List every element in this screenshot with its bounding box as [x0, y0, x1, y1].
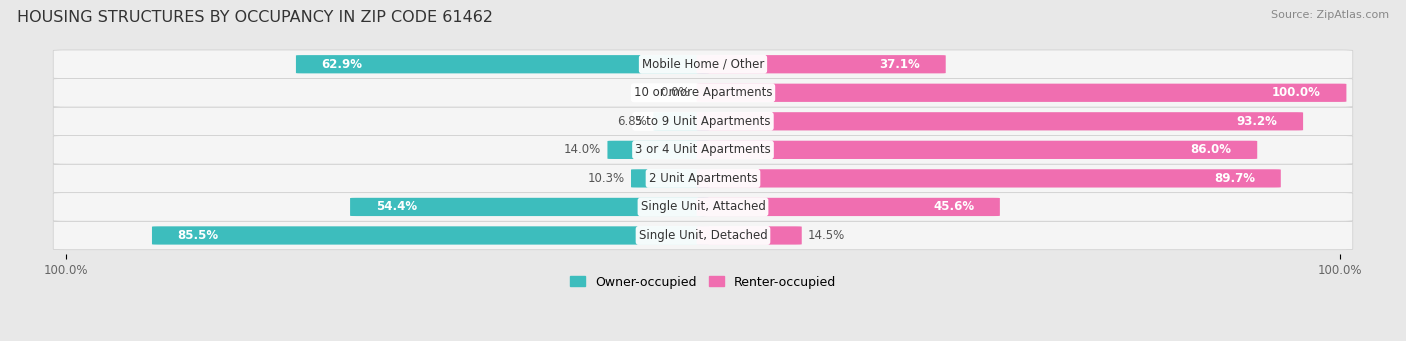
FancyBboxPatch shape	[654, 112, 710, 131]
FancyBboxPatch shape	[295, 55, 710, 73]
Text: 45.6%: 45.6%	[934, 201, 974, 213]
FancyBboxPatch shape	[350, 198, 710, 216]
Text: Single Unit, Attached: Single Unit, Attached	[641, 201, 765, 213]
Text: HOUSING STRUCTURES BY OCCUPANCY IN ZIP CODE 61462: HOUSING STRUCTURES BY OCCUPANCY IN ZIP C…	[17, 10, 494, 25]
Text: 85.5%: 85.5%	[177, 229, 218, 242]
Text: 2 Unit Apartments: 2 Unit Apartments	[648, 172, 758, 185]
FancyBboxPatch shape	[53, 221, 1353, 250]
Text: Source: ZipAtlas.com: Source: ZipAtlas.com	[1271, 10, 1389, 20]
Text: 14.0%: 14.0%	[564, 143, 602, 157]
FancyBboxPatch shape	[696, 84, 1347, 102]
Text: 93.2%: 93.2%	[1237, 115, 1278, 128]
FancyBboxPatch shape	[607, 141, 710, 159]
Text: 10 or more Apartments: 10 or more Apartments	[634, 86, 772, 99]
FancyBboxPatch shape	[631, 169, 710, 188]
FancyBboxPatch shape	[53, 107, 1353, 136]
Text: 86.0%: 86.0%	[1191, 143, 1232, 157]
Text: 3 or 4 Unit Apartments: 3 or 4 Unit Apartments	[636, 143, 770, 157]
FancyBboxPatch shape	[53, 50, 1353, 78]
FancyBboxPatch shape	[696, 169, 1281, 188]
Text: 89.7%: 89.7%	[1215, 172, 1256, 185]
FancyBboxPatch shape	[53, 193, 1353, 221]
Text: Mobile Home / Other: Mobile Home / Other	[641, 58, 765, 71]
Text: 0.0%: 0.0%	[661, 86, 690, 99]
Text: 37.1%: 37.1%	[880, 58, 921, 71]
FancyBboxPatch shape	[152, 226, 710, 244]
Text: 62.9%: 62.9%	[322, 58, 363, 71]
Legend: Owner-occupied, Renter-occupied: Owner-occupied, Renter-occupied	[565, 271, 841, 294]
Text: 6.8%: 6.8%	[617, 115, 647, 128]
Text: 100.0%: 100.0%	[1272, 86, 1320, 99]
FancyBboxPatch shape	[696, 112, 1303, 131]
FancyBboxPatch shape	[696, 226, 801, 244]
FancyBboxPatch shape	[696, 55, 946, 73]
FancyBboxPatch shape	[53, 164, 1353, 193]
Text: 5 to 9 Unit Apartments: 5 to 9 Unit Apartments	[636, 115, 770, 128]
FancyBboxPatch shape	[53, 136, 1353, 164]
FancyBboxPatch shape	[53, 78, 1353, 107]
Text: 14.5%: 14.5%	[808, 229, 845, 242]
FancyBboxPatch shape	[696, 198, 1000, 216]
Text: Single Unit, Detached: Single Unit, Detached	[638, 229, 768, 242]
Text: 10.3%: 10.3%	[588, 172, 624, 185]
Text: 54.4%: 54.4%	[375, 201, 416, 213]
FancyBboxPatch shape	[696, 141, 1257, 159]
